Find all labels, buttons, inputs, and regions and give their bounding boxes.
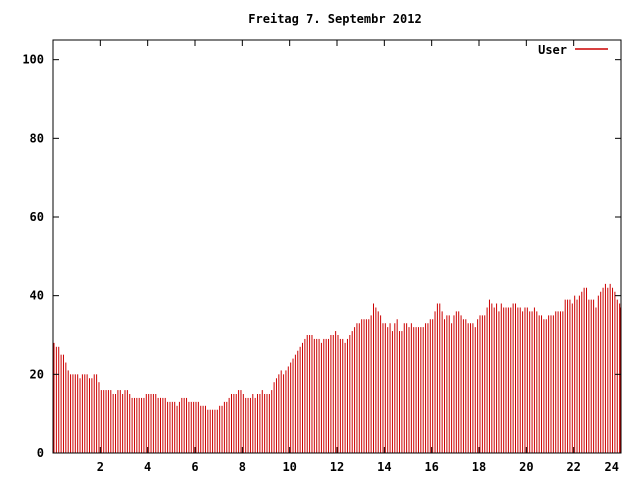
x-tick-label: 14 <box>377 460 391 474</box>
y-tick-label: 40 <box>30 289 44 303</box>
y-tick-label: 100 <box>22 53 44 67</box>
x-tick-label: 16 <box>424 460 438 474</box>
legend-label: User <box>538 43 567 57</box>
x-tick-label: 10 <box>282 460 296 474</box>
chart-title: Freitag 7. Septembr 2012 <box>248 12 421 26</box>
y-tick-label: 60 <box>30 210 44 224</box>
x-tick-label: 24 <box>605 460 619 474</box>
x-tick-label: 2 <box>97 460 104 474</box>
x-tick-label: 12 <box>330 460 344 474</box>
y-tick-label: 80 <box>30 131 44 145</box>
x-tick-label: 4 <box>144 460 151 474</box>
plot-frame <box>52 39 622 454</box>
x-tick-label: 8 <box>239 460 246 474</box>
x-tick-label: 20 <box>519 460 533 474</box>
y-tick-label: 0 <box>37 446 44 460</box>
bar-series <box>53 283 621 453</box>
x-tick-label: 22 <box>566 460 580 474</box>
y-tick-label: 20 <box>30 367 44 381</box>
x-tick-label: 18 <box>472 460 486 474</box>
legend: User <box>538 43 608 57</box>
x-tick-label: 6 <box>191 460 198 474</box>
